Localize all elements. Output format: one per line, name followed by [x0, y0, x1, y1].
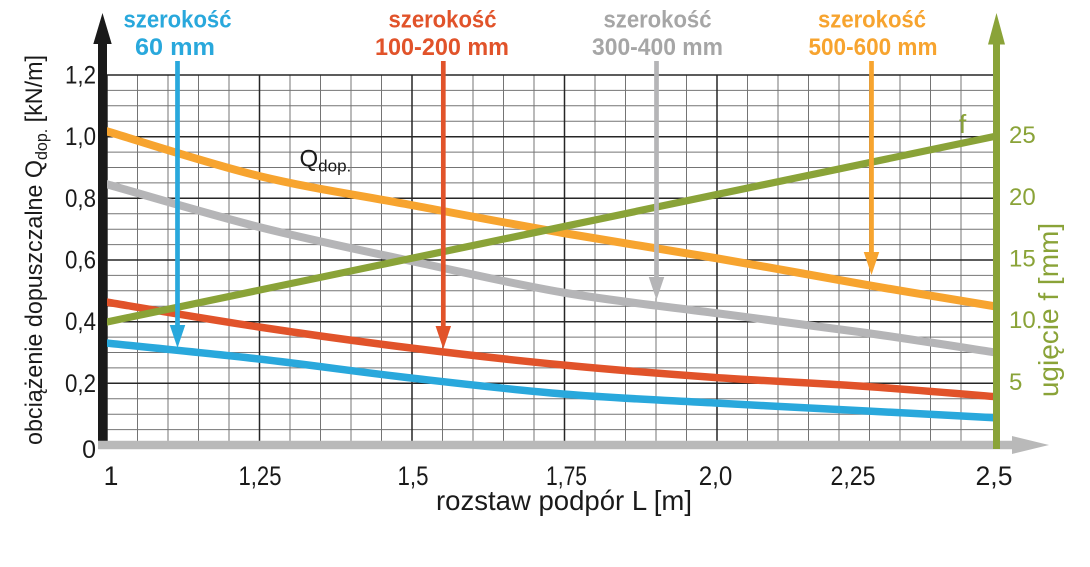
svg-text:szerokość: szerokość: [818, 7, 926, 34]
svg-text:15: 15: [1009, 246, 1036, 273]
svg-text:0,8: 0,8: [65, 185, 96, 213]
svg-text:2,0: 2,0: [699, 461, 733, 491]
svg-text:1: 1: [104, 461, 119, 491]
svg-text:300-400 mm: 300-400 mm: [592, 34, 723, 61]
svg-text:szerokość: szerokość: [604, 7, 712, 34]
svg-text:20: 20: [1009, 184, 1036, 211]
svg-text:ugięcie f [mm]: ugięcie f [mm]: [1033, 223, 1064, 397]
svg-text:100-200 mm: 100-200 mm: [375, 34, 509, 61]
svg-text:rozstaw podpór L [m]: rozstaw podpór L [m]: [436, 485, 692, 516]
svg-text:obciążenie dopuszczalne Qdop.: obciążenie dopuszczalne Qdop. [kN/m]: [21, 55, 51, 445]
svg-text:10: 10: [1009, 307, 1036, 334]
svg-text:f: f: [959, 109, 967, 139]
svg-text:5: 5: [1009, 369, 1022, 396]
svg-text:0,6: 0,6: [65, 247, 96, 275]
svg-text:szerokość: szerokość: [389, 7, 497, 34]
svg-text:1,5: 1,5: [398, 461, 429, 491]
svg-text:0: 0: [82, 436, 96, 464]
svg-text:1,75: 1,75: [546, 461, 587, 491]
svg-text:1,25: 1,25: [239, 461, 282, 491]
svg-text:1,2: 1,2: [65, 62, 96, 90]
svg-text:0,4: 0,4: [65, 308, 96, 336]
svg-text:2,5: 2,5: [976, 461, 1013, 491]
svg-text:szerokość: szerokość: [124, 7, 232, 34]
svg-text:1,0: 1,0: [65, 123, 96, 151]
svg-text:0,2: 0,2: [65, 370, 96, 398]
svg-text:60 mm: 60 mm: [135, 34, 215, 61]
svg-text:2,25: 2,25: [831, 461, 876, 491]
svg-text:25: 25: [1009, 122, 1036, 149]
svg-text:500-600 mm: 500-600 mm: [809, 34, 938, 61]
